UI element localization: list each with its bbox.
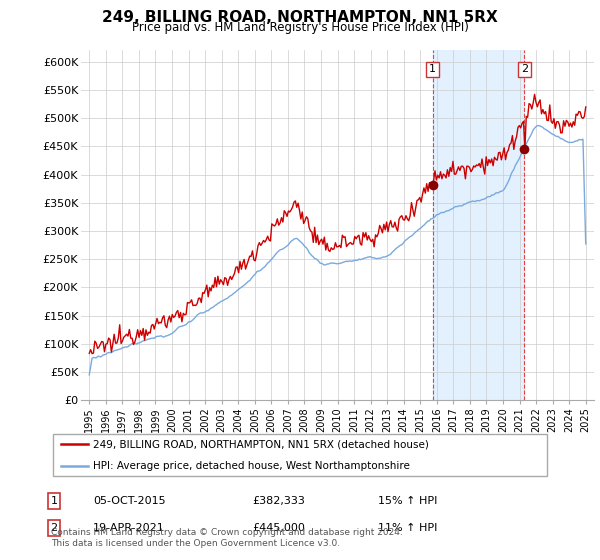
Text: 249, BILLING ROAD, NORTHAMPTON, NN1 5RX (detached house): 249, BILLING ROAD, NORTHAMPTON, NN1 5RX … (94, 439, 429, 449)
FancyBboxPatch shape (53, 433, 547, 477)
Text: 15% ↑ HPI: 15% ↑ HPI (378, 496, 437, 506)
Text: 249, BILLING ROAD, NORTHAMPTON, NN1 5RX: 249, BILLING ROAD, NORTHAMPTON, NN1 5RX (102, 10, 498, 25)
Text: 05-OCT-2015: 05-OCT-2015 (93, 496, 166, 506)
Text: Contains HM Land Registry data © Crown copyright and database right 2024.
This d: Contains HM Land Registry data © Crown c… (51, 528, 403, 548)
Bar (433, 50, 524, 400)
Text: £382,333: £382,333 (252, 496, 305, 506)
Text: 1: 1 (50, 496, 58, 506)
Text: 1: 1 (429, 64, 436, 74)
Text: Price paid vs. HM Land Registry's House Price Index (HPI): Price paid vs. HM Land Registry's House … (131, 21, 469, 34)
Text: 19-APR-2021: 19-APR-2021 (93, 523, 165, 533)
Text: 11% ↑ HPI: 11% ↑ HPI (378, 523, 437, 533)
Text: HPI: Average price, detached house, West Northamptonshire: HPI: Average price, detached house, West… (94, 461, 410, 471)
Text: 2: 2 (50, 523, 58, 533)
Text: 2: 2 (521, 64, 528, 74)
Text: £445,000: £445,000 (252, 523, 305, 533)
